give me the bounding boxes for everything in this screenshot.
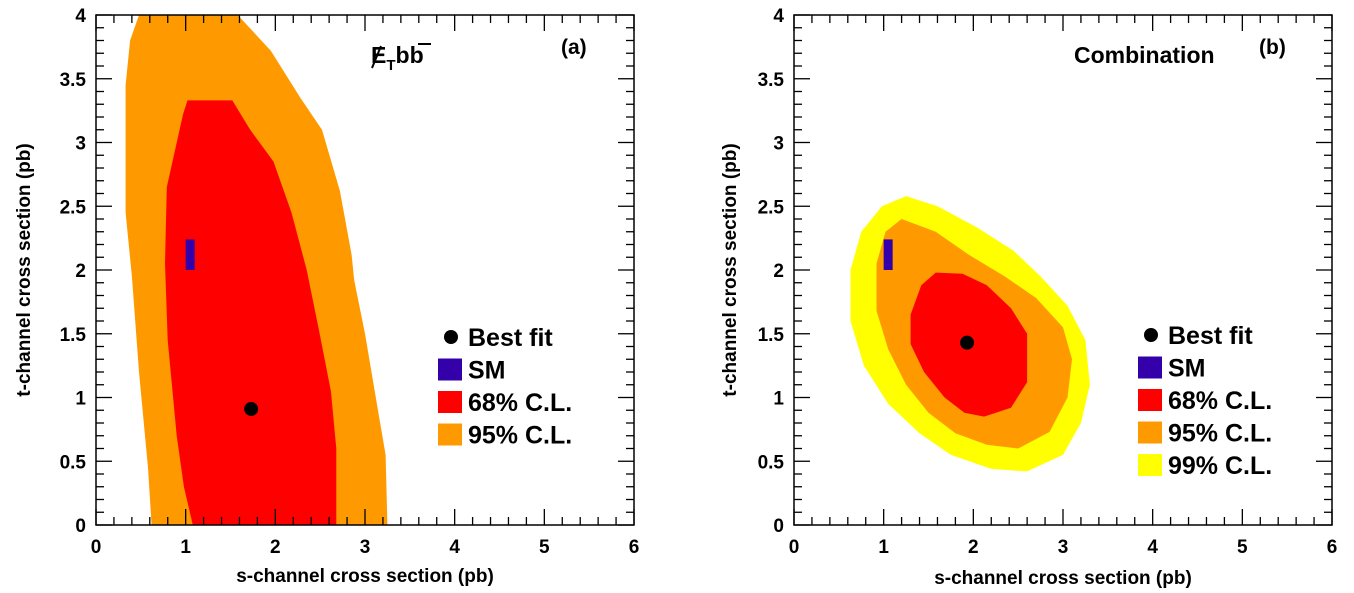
y-tick-label: 0 bbox=[75, 516, 86, 537]
legend-entry: Best fit bbox=[1144, 322, 1253, 350]
y-tick-label: 2.5 bbox=[60, 197, 87, 218]
cl68-region bbox=[165, 100, 337, 526]
legend-label: SM bbox=[1168, 355, 1206, 383]
x-tick-label: 2 bbox=[270, 537, 281, 558]
x-tick-label: 3 bbox=[360, 537, 371, 558]
contour-plot-b: 0 1 2 3 4 5 6 0 0.5 1 1.5 2 2.5 3 3.5 4 s-channel cross… bbox=[720, 6, 1337, 589]
channel-annotation: ETbb bbox=[371, 42, 431, 74]
legend-swatch bbox=[1138, 389, 1162, 411]
legend: Best fit SM 68% C.L. 95% C.L. bbox=[438, 324, 572, 450]
x-axis-title: s-channel cross section (pb) bbox=[934, 568, 1192, 589]
best-fit-marker bbox=[960, 335, 975, 350]
legend-swatch bbox=[438, 423, 462, 446]
y-tick-label: 1 bbox=[75, 389, 86, 410]
annotation-sub: T bbox=[386, 57, 395, 74]
legend-entry: SM bbox=[1138, 355, 1206, 383]
legend-entry: 95% C.L. bbox=[438, 422, 572, 450]
y-tick-label: 2 bbox=[75, 261, 86, 282]
y-tick-label: 3 bbox=[75, 134, 86, 155]
legend-swatch bbox=[1138, 356, 1162, 379]
y-tick-label: 1.5 bbox=[758, 325, 785, 346]
x-tick-label: 6 bbox=[1327, 537, 1338, 558]
x-tick-label: 1 bbox=[180, 537, 191, 558]
axis-ticks bbox=[95, 14, 635, 526]
legend-label: Best fit bbox=[468, 324, 553, 352]
legend-swatch bbox=[438, 358, 462, 381]
confidence-regions bbox=[125, 15, 388, 526]
y-axis-title: t-channel cross section (pb) bbox=[14, 143, 35, 396]
legend-entry: 99% C.L. bbox=[1138, 452, 1272, 480]
y-tick-label: 3 bbox=[773, 134, 784, 155]
svg-text:ETbb: ETbb bbox=[371, 42, 424, 74]
legend-label: 68% C.L. bbox=[468, 389, 572, 417]
markers bbox=[883, 239, 975, 350]
y-tick-label: 3.5 bbox=[758, 70, 785, 91]
sm-marker bbox=[185, 239, 195, 270]
legend-entry: 95% C.L. bbox=[1138, 420, 1272, 448]
legend-label: SM bbox=[468, 357, 506, 385]
legend-entry: 68% C.L. bbox=[438, 389, 572, 417]
x-tick-label: 5 bbox=[539, 537, 550, 558]
x-tick-label: 1 bbox=[878, 537, 889, 558]
legend-best-fit-swatch bbox=[1144, 328, 1158, 342]
y-tick-label: 0.5 bbox=[60, 452, 87, 473]
legend-best-fit-swatch bbox=[444, 330, 458, 344]
x-tick-label: 4 bbox=[1147, 537, 1158, 558]
combination-annotation: Combination bbox=[1074, 42, 1215, 68]
tick-labels: 0 1 2 3 4 5 6 0 0.5 1 1.5 2 2.5 3 3.5 4 bbox=[60, 6, 640, 558]
legend-entry: Best fit bbox=[444, 324, 553, 352]
axis-ticks bbox=[793, 14, 1333, 526]
y-tick-label: 0.5 bbox=[758, 452, 785, 473]
best-fit-marker bbox=[244, 401, 259, 416]
x-tick-label: 4 bbox=[449, 537, 460, 558]
legend-label: 95% C.L. bbox=[468, 422, 572, 450]
contour-plot-a: 0 1 2 3 4 5 6 0 0.5 1 1.5 2 2.5 3 3.5 4 s-channel cross… bbox=[14, 6, 639, 587]
y-axis-title: t-channel cross section (pb) bbox=[720, 143, 741, 396]
legend-label: 95% C.L. bbox=[1168, 420, 1272, 448]
legend-swatch bbox=[438, 391, 462, 413]
y-tick-label: 2 bbox=[773, 261, 784, 282]
legend-label: 99% C.L. bbox=[1168, 452, 1272, 480]
tick-labels: 0 1 2 3 4 5 6 0 0.5 1 1.5 2 2.5 3 3.5 4 bbox=[758, 6, 1338, 558]
legend-entry: SM bbox=[438, 357, 506, 385]
annotation-suffix: bb bbox=[396, 42, 424, 68]
legend-label: Best fit bbox=[1168, 322, 1253, 350]
x-tick-label: 0 bbox=[91, 537, 102, 558]
met-slash-mark bbox=[371, 45, 382, 69]
y-tick-label: 2.5 bbox=[758, 197, 785, 218]
x-tick-label: 3 bbox=[1058, 537, 1069, 558]
legend-entry: 68% C.L. bbox=[1138, 387, 1272, 415]
y-tick-label: 4 bbox=[75, 6, 86, 27]
y-tick-label: 4 bbox=[773, 6, 784, 27]
x-tick-label: 6 bbox=[629, 537, 640, 558]
confidence-regions bbox=[850, 196, 1090, 472]
y-tick-label: 1.5 bbox=[60, 325, 87, 346]
panel-tag: (a) bbox=[561, 36, 587, 59]
y-tick-label: 0 bbox=[773, 516, 784, 537]
x-tick-label: 5 bbox=[1237, 537, 1248, 558]
markers bbox=[185, 239, 259, 416]
y-tick-label: 3.5 bbox=[60, 70, 87, 91]
panel-tag: (b) bbox=[1259, 36, 1286, 59]
legend-swatch bbox=[1138, 454, 1162, 476]
legend: Best fit SM 68% C.L. 95% C.L. 99% C.L. bbox=[1138, 322, 1272, 480]
x-tick-label: 0 bbox=[789, 537, 800, 558]
legend-label: 68% C.L. bbox=[1168, 387, 1272, 415]
y-tick-label: 1 bbox=[773, 389, 784, 410]
x-axis-title: s-channel cross section (pb) bbox=[236, 566, 494, 587]
legend-swatch bbox=[1138, 421, 1162, 444]
x-tick-label: 2 bbox=[968, 537, 979, 558]
sm-marker bbox=[883, 239, 893, 270]
